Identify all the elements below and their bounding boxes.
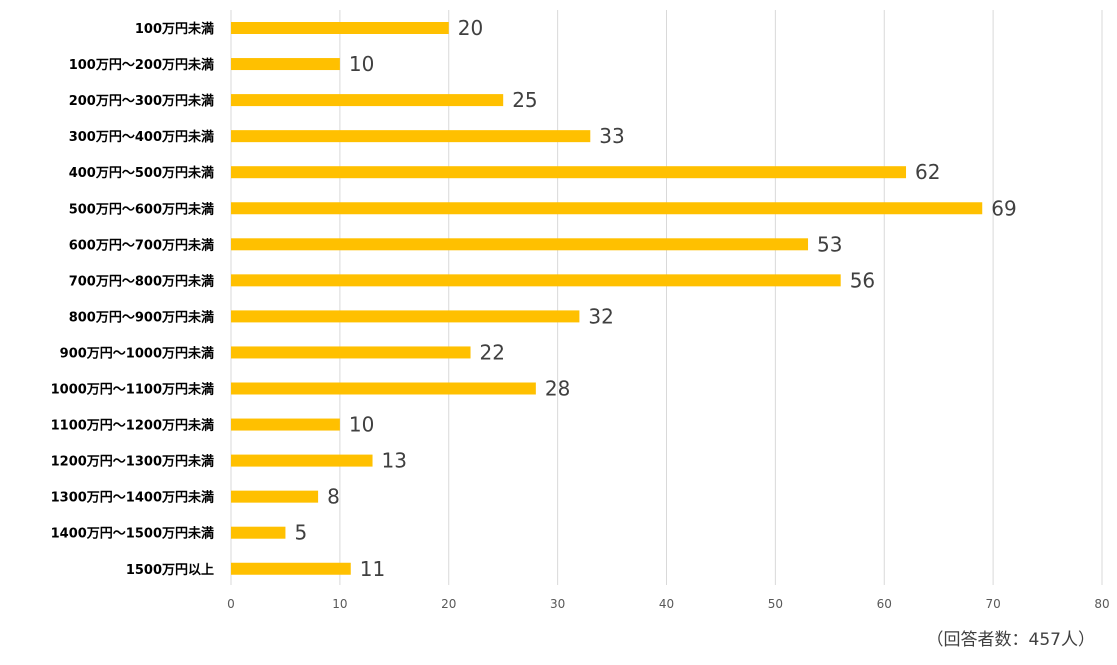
data-label: 5 [294,521,307,545]
category-label: 800万円～900万円未満 [69,309,214,325]
category-label: 300万円～400万円未満 [69,129,214,145]
data-label: 56 [850,268,875,292]
category-label: 100万円～200万円未満 [69,57,214,73]
data-label: 33 [599,124,624,148]
bar [231,562,351,575]
category-label: 500万円～600万円未満 [69,201,214,217]
bar [231,454,373,467]
bar [231,130,591,143]
category-label: 1300万円～1400万円未満 [51,490,214,506]
bar [231,202,983,215]
bars [231,22,983,575]
x-tick-label: 20 [441,597,456,611]
bar [231,238,809,251]
x-tick-label: 60 [877,597,892,611]
bar [231,346,471,359]
data-label: 8 [327,485,340,509]
data-label: 10 [349,52,374,76]
bar [231,490,319,503]
bar [231,274,841,287]
bar [231,526,286,539]
bar [231,310,580,323]
x-tick-label: 70 [985,597,1000,611]
category-label: 900万円～1000万円未満 [60,345,214,361]
bar [231,58,340,71]
bar [231,22,449,34]
data-label: 11 [360,557,385,581]
category-label: 1500万円以上 [126,563,214,578]
data-label: 53 [817,232,842,256]
data-label: 22 [480,340,505,364]
category-label: 1200万円～1300万円未満 [51,454,214,470]
bar [231,166,907,179]
category-label: 1100万円～1200万円未満 [51,418,214,434]
x-tick-label: 80 [1094,597,1109,611]
data-label: 69 [991,196,1016,220]
data-label: 20 [458,16,483,40]
category-label: 1000万円～1100万円未満 [51,382,214,398]
x-tick-label: 40 [659,597,674,611]
category-label: 700万円～800万円未満 [69,273,214,289]
x-axis-ticks: 0 10 20 30 40 50 60 70 80 [227,597,1109,611]
data-label: 28 [545,377,570,401]
x-tick-label: 30 [550,597,565,611]
data-label: 32 [588,304,613,328]
data-label: 25 [512,88,537,112]
category-label: 100万円未満 [135,21,214,37]
respondent-count-note: （回答者数：457人） [926,630,1095,650]
x-tick-label: 0 [227,597,235,611]
value-labels: 20 10 25 33 62 69 53 56 32 22 28 10 13 85 11 [294,16,1016,581]
data-label: 62 [915,160,940,184]
data-label: 10 [349,413,374,437]
category-label: 600万円～700万円未満 [69,237,214,253]
bar [231,418,340,431]
x-tick-label: 50 [768,597,783,611]
data-label: 13 [382,449,407,473]
category-label: 200万円～300万円未満 [69,93,214,109]
category-label: 400万円～500万円未満 [69,165,214,181]
bar [231,382,536,395]
category-label: 1400万円～1500万円未満 [51,526,214,542]
category-labels: 100万円未満 100万円～200万円未満 200万円～300万円未満 300万円～4… [51,21,214,578]
bar [231,94,504,107]
x-tick-label: 10 [332,597,347,611]
